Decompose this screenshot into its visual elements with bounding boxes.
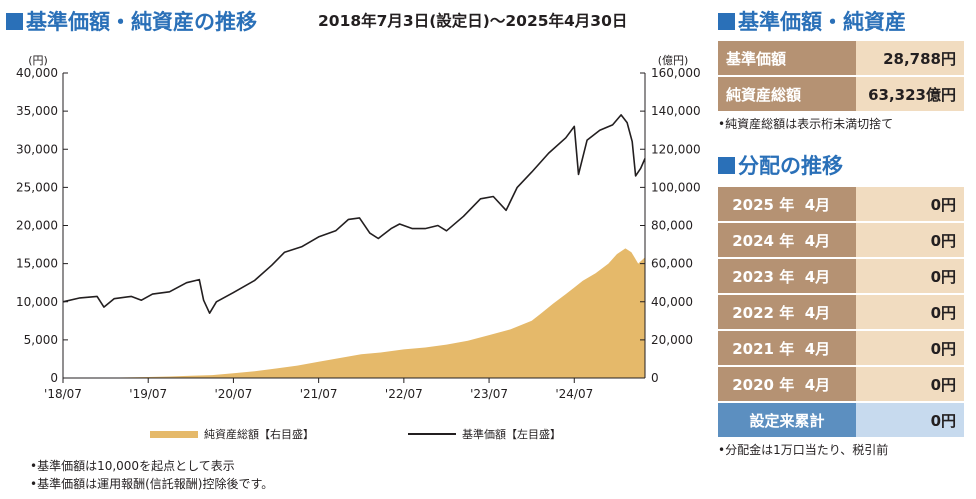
x-axis-tick-label: '24/07 bbox=[555, 387, 593, 400]
legend-assets-swatch bbox=[150, 430, 198, 438]
legend-assets-label: 純資産総額【右目盛】 bbox=[204, 428, 314, 441]
distribution-row: 2020 年 4月 0円 bbox=[718, 367, 964, 403]
distribution-row: 2025 年 4月 0円 bbox=[718, 187, 964, 223]
distribution-period: 2021 年 4月 bbox=[718, 331, 856, 367]
footnote-2: •基準価額は運用報酬(信託報酬)控除後です。 bbox=[30, 477, 274, 491]
distribution-period: 2023 年 4月 bbox=[718, 259, 856, 295]
x-axis-tick-label: '22/07 bbox=[385, 387, 423, 400]
distribution-value: 0円 bbox=[856, 331, 964, 367]
distribution-year-unit: 年 bbox=[779, 303, 795, 322]
distribution-month: 4月 bbox=[804, 303, 831, 322]
nav-row: 基準価額 28,788円 bbox=[718, 41, 964, 77]
distribution-total-value: 0円 bbox=[856, 403, 964, 439]
distribution-period: 2020 年 4月 bbox=[718, 367, 856, 403]
distribution-period: 2022 年 4月 bbox=[718, 295, 856, 331]
distribution-month: 4月 bbox=[804, 267, 831, 286]
distribution-year-unit: 年 bbox=[779, 339, 795, 358]
left-axis-tick-label: 40,000 bbox=[16, 66, 58, 80]
distribution-total-label: 設定来累計 bbox=[718, 403, 856, 439]
distribution-year: 2023 bbox=[732, 267, 774, 286]
x-axis-tick-label: '19/07 bbox=[129, 387, 167, 400]
chart-title-text: 基準価額・純資産の推移 bbox=[26, 10, 257, 34]
distribution-month: 4月 bbox=[804, 375, 831, 394]
title-square-icon bbox=[6, 13, 23, 30]
distribution-month: 4月 bbox=[804, 339, 831, 358]
right-axis-tick-label: 160,000 bbox=[651, 66, 701, 80]
nav-table: 基準価額 28,788円 純資産総額 63,323億円 bbox=[718, 41, 964, 113]
distribution-value: 0円 bbox=[856, 367, 964, 403]
chart-svg: 0 5,000 10,000 15,000 20,000 25,000 30,000 35,0… bbox=[16, 54, 701, 400]
distribution-table: 2025 年 4月 0円 2024 年 4月 0円 2023 年 4月 0円 2022 年 … bbox=[718, 187, 964, 439]
x-axis-tick-label: '21/07 bbox=[300, 387, 338, 400]
distribution-year-unit: 年 bbox=[779, 375, 795, 394]
distribution-row: 2023 年 4月 0円 bbox=[718, 259, 964, 295]
legend-nav: 基準価額【左目盛】 bbox=[408, 426, 561, 442]
distribution-row: 2024 年 4月 0円 bbox=[718, 223, 964, 259]
chart-title: 基準価額・純資産の推移 bbox=[6, 6, 257, 36]
distribution-year: 2021 bbox=[732, 339, 774, 358]
nav-panel-note: •純資産総額は表示桁未満切捨て bbox=[718, 117, 894, 131]
distribution-year-unit: 年 bbox=[779, 195, 795, 214]
distribution-row: 2022 年 4月 0円 bbox=[718, 295, 964, 331]
distribution-period: 2024 年 4月 bbox=[718, 223, 856, 259]
nav-label: 基準価額 bbox=[718, 41, 856, 77]
distribution-year-unit: 年 bbox=[779, 267, 795, 286]
assets-row: 純資産総額 63,323億円 bbox=[718, 77, 964, 113]
right-axis-tick-label: 60,000 bbox=[651, 257, 693, 271]
distribution-month: 4月 bbox=[804, 195, 831, 214]
right-axis-tick-label: 80,000 bbox=[651, 219, 693, 233]
distribution-title-text: 分配の推移 bbox=[738, 154, 843, 178]
distribution-year: 2025 bbox=[732, 195, 774, 214]
net-assets-area bbox=[63, 248, 645, 378]
legend-nav-swatch bbox=[408, 433, 456, 435]
footnote-1: •基準価額は10,000を起点として表示 bbox=[30, 459, 235, 473]
nav-panel-title: 基準価額・純資産 bbox=[718, 6, 906, 36]
left-axis-tick-label: 20,000 bbox=[16, 219, 58, 233]
right-axis-unit: (億円) bbox=[658, 54, 689, 67]
x-axis-tick-label: '20/07 bbox=[214, 387, 252, 400]
distribution-square-icon bbox=[718, 157, 735, 174]
distribution-year: 2020 bbox=[732, 375, 774, 394]
nav-panel-title-text: 基準価額・純資産 bbox=[738, 10, 906, 34]
distribution-period: 2025 年 4月 bbox=[718, 187, 856, 223]
left-axis-tick-label: 5,000 bbox=[24, 333, 58, 347]
assets-label: 純資産総額 bbox=[718, 77, 856, 113]
distribution-value: 0円 bbox=[856, 187, 964, 223]
x-axis-tick-label: '18/07 bbox=[44, 387, 82, 400]
x-axis-tick-label: '23/07 bbox=[470, 387, 508, 400]
distribution-value: 0円 bbox=[856, 295, 964, 331]
legend-nav-label: 基準価額【左目盛】 bbox=[462, 428, 561, 441]
left-axis-tick-label: 25,000 bbox=[16, 180, 58, 194]
right-axis-tick-label: 40,000 bbox=[651, 295, 693, 309]
right-axis-tick-label: 0 bbox=[651, 371, 659, 385]
right-axis-tick-label: 140,000 bbox=[651, 104, 701, 118]
nav-value: 28,788円 bbox=[856, 41, 964, 77]
distribution-value: 0円 bbox=[856, 223, 964, 259]
distribution-note: •分配金は1万口当たり、税引前 bbox=[718, 443, 889, 457]
distribution-total-row: 設定来累計 0円 bbox=[718, 403, 964, 439]
left-axis-tick-label: 35,000 bbox=[16, 104, 58, 118]
right-axis-tick-label: 100,000 bbox=[651, 180, 701, 194]
distribution-year: 2022 bbox=[732, 303, 774, 322]
distribution-title: 分配の推移 bbox=[718, 150, 843, 180]
left-axis-unit: (円) bbox=[28, 54, 48, 67]
distribution-year: 2024 bbox=[732, 231, 774, 250]
distribution-month: 4月 bbox=[804, 231, 831, 250]
period-label: 2018年7月3日(設定日)～2025年4月30日 bbox=[318, 12, 628, 30]
distribution-row: 2021 年 4月 0円 bbox=[718, 331, 964, 367]
distribution-year-unit: 年 bbox=[779, 231, 795, 250]
left-axis-tick-label: 30,000 bbox=[16, 142, 58, 156]
right-axis-tick-label: 20,000 bbox=[651, 333, 693, 347]
distribution-value: 0円 bbox=[856, 259, 964, 295]
left-axis-tick-label: 15,000 bbox=[16, 257, 58, 271]
legend-assets: 純資産総額【右目盛】 bbox=[150, 426, 314, 442]
nav-panel-square-icon bbox=[718, 13, 735, 30]
right-axis-tick-label: 120,000 bbox=[651, 142, 701, 156]
assets-value: 63,323億円 bbox=[856, 77, 964, 113]
left-axis-tick-label: 0 bbox=[50, 371, 58, 385]
left-axis-tick-label: 10,000 bbox=[16, 295, 58, 309]
nav-line bbox=[62, 114, 646, 315]
